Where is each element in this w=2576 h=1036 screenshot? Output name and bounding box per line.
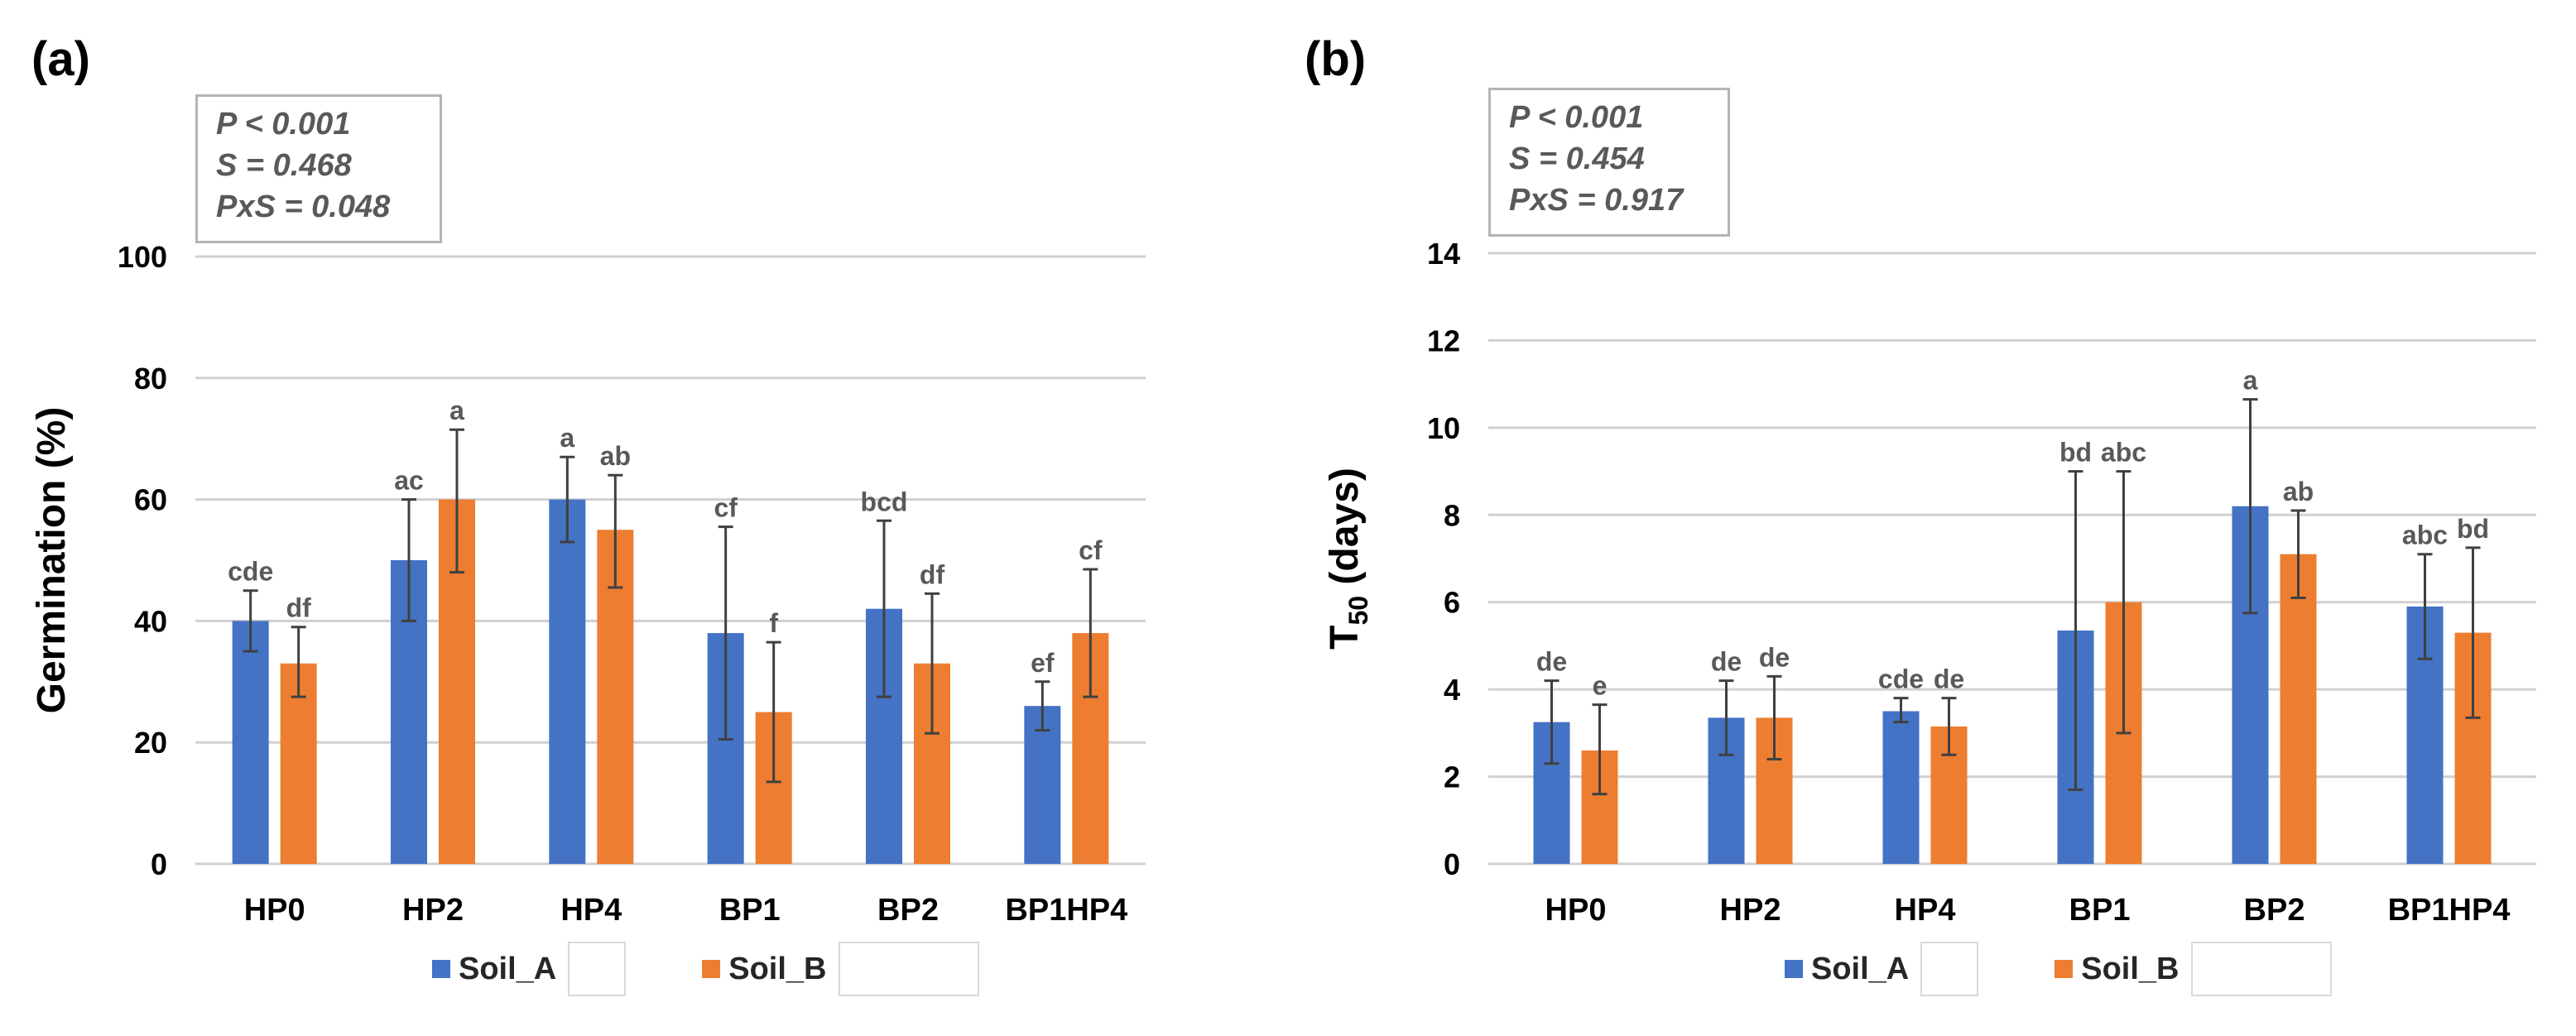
significance-letter: e <box>1593 671 1608 701</box>
significance-letter: cf <box>714 493 738 523</box>
significance-letter: de <box>1711 647 1742 677</box>
significance-letter: a <box>2243 366 2258 396</box>
bar-soil-a-hp0 <box>232 621 269 864</box>
legend-item-soil-a: Soil_A <box>432 952 556 987</box>
legend-swatch-soil-b <box>702 960 721 978</box>
y-tick-label: 10 <box>1427 411 1460 445</box>
legend-swatch-soil-a <box>432 960 450 978</box>
x-tick-label: HP2 <box>402 893 464 928</box>
stats-s: S = 0.454 <box>1509 141 1645 176</box>
stats-pxs: PxS = 0.048 <box>216 189 391 224</box>
significance-letter: bd <box>2457 514 2489 544</box>
significance-letter: a <box>560 423 574 453</box>
legend-item-soil-a: Soil_A <box>1785 952 1909 987</box>
significance-letter: cde <box>1878 664 1924 694</box>
legend-spacer-box <box>2190 942 2332 996</box>
significance-letter: abc <box>2101 438 2146 468</box>
legend-label-soil-a: Soil_A <box>1811 951 1910 986</box>
significance-letter: de <box>1934 664 1964 694</box>
panel-a-legend: Soil_A Soil_B <box>432 942 979 996</box>
stats-pxs: PxS = 0.917 <box>1509 183 1684 218</box>
y-tick-label: 2 <box>1444 760 1460 794</box>
significance-letter: df <box>920 559 945 589</box>
stats-p: P < 0.001 <box>1509 100 1644 135</box>
legend-spacer-box <box>1920 942 1979 996</box>
stats-s: S = 0.468 <box>216 148 352 183</box>
x-tick-label: BP1HP4 <box>1005 893 1127 928</box>
panel-a-stats-box: P < 0.001 S = 0.468 PxS = 0.048 <box>195 94 442 243</box>
y-tick-label: 4 <box>1444 673 1460 707</box>
significance-letter: a <box>449 396 464 425</box>
panel-a-label: (a) <box>31 32 90 86</box>
significance-letter: ab <box>600 441 631 471</box>
x-tick-label: HP4 <box>1895 893 1956 928</box>
y-tick-label: 60 <box>134 483 167 517</box>
bar-soil-a-bp1hp4 <box>1024 706 1061 864</box>
legend-swatch-soil-b <box>2055 960 2074 978</box>
significance-letter: cde <box>228 557 273 587</box>
significance-letter: ab <box>2283 477 2314 506</box>
significance-letter: de <box>1759 642 1790 672</box>
significance-letter: ac <box>394 466 424 496</box>
significance-letter: cf <box>1079 535 1103 565</box>
legend-swatch-soil-a <box>1785 960 1803 978</box>
bar-soil-a-hp4 <box>1882 711 1920 864</box>
y-axis-title: T50 (days) <box>1323 468 1373 650</box>
significance-letter: ef <box>1031 648 1055 678</box>
y-tick-label: 14 <box>1427 237 1460 271</box>
y-tick-label: 6 <box>1444 586 1460 620</box>
legend-item-soil-b: Soil_B <box>702 951 827 987</box>
stats-p: P < 0.001 <box>216 107 351 141</box>
bar-soil-b-bp2 <box>2280 554 2317 864</box>
x-tick-label: HP0 <box>1545 893 1607 928</box>
significance-letter: bd <box>2059 438 2092 468</box>
panel-b-legend: Soil_A Soil_B <box>1785 942 2332 996</box>
significance-letter: de <box>1536 647 1567 677</box>
legend-spacer-box <box>568 942 627 996</box>
y-tick-label: 80 <box>134 362 167 396</box>
legend-label-soil-b: Soil_B <box>728 951 827 986</box>
y-axis-title: Germination (%) <box>30 407 74 714</box>
y-tick-label: 100 <box>118 240 167 274</box>
y-tick-label: 0 <box>151 847 167 881</box>
x-tick-label: BP1 <box>719 893 781 928</box>
x-tick-label: BP2 <box>2244 893 2305 928</box>
y-tick-label: 8 <box>1444 498 1460 532</box>
y-tick-label: 20 <box>134 726 167 760</box>
legend-label-soil-b: Soil_B <box>2081 951 2180 986</box>
significance-letter: df <box>286 593 312 623</box>
x-tick-label: BP1 <box>2069 893 2131 928</box>
x-tick-label: HP4 <box>560 893 622 928</box>
y-tick-label: 0 <box>1444 847 1460 881</box>
significance-letter: abc <box>2402 520 2448 550</box>
significance-letter: bcd <box>861 487 908 516</box>
x-tick-label: HP2 <box>1720 893 1781 928</box>
panel-b-label: (b) <box>1305 32 1367 86</box>
significance-letter: f <box>769 608 778 638</box>
y-tick-label: 12 <box>1427 324 1460 357</box>
bar-soil-a-hp4 <box>549 499 586 864</box>
legend-item-soil-b: Soil_B <box>2055 951 2180 987</box>
x-tick-label: BP1HP4 <box>2388 893 2511 928</box>
y-tick-label: 40 <box>134 604 167 638</box>
legend-label-soil-a: Soil_A <box>459 951 557 986</box>
panel-b-stats-box: P < 0.001 S = 0.454 PxS = 0.917 <box>1488 88 1730 237</box>
x-tick-label: BP2 <box>877 893 939 928</box>
legend-spacer-box <box>838 942 979 996</box>
x-tick-label: HP0 <box>244 893 305 928</box>
